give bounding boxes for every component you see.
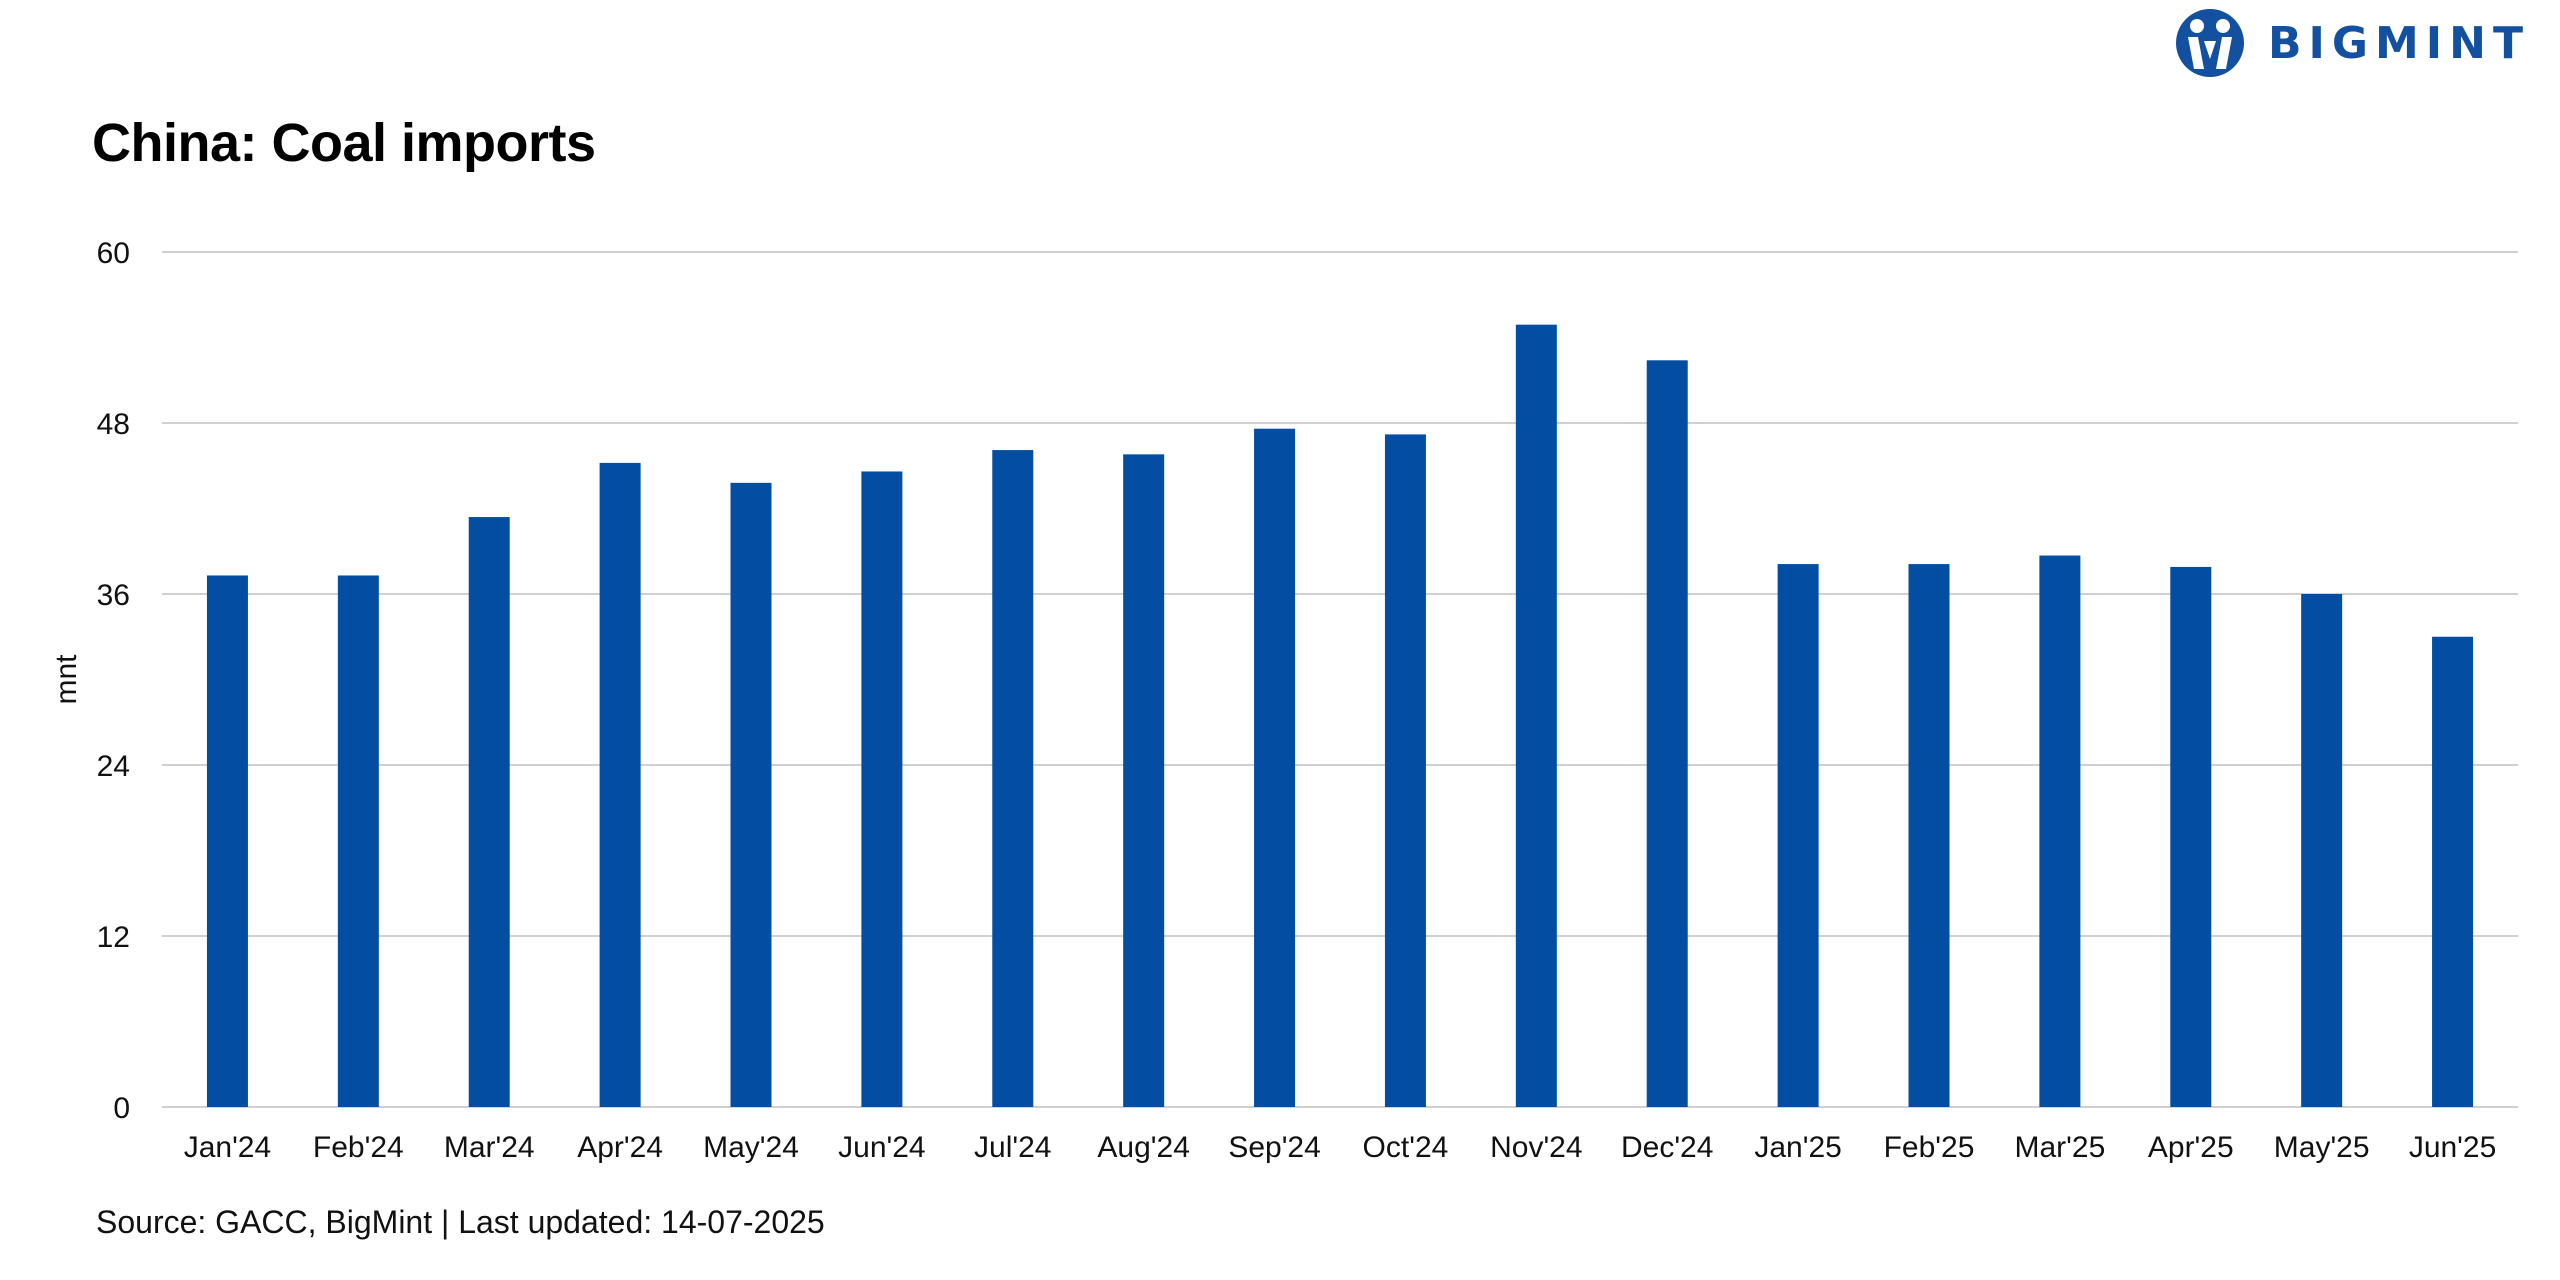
bigmint-logo: BIGMINT bbox=[2174, 6, 2530, 80]
bar bbox=[2432, 636, 2474, 1107]
x-tick-label: Dec'24 bbox=[1621, 1131, 1713, 1164]
x-tick-label: Feb'25 bbox=[1884, 1131, 1975, 1164]
bar bbox=[1254, 428, 1296, 1107]
y-tick-label: 24 bbox=[97, 750, 130, 783]
y-tick-label: 60 bbox=[97, 237, 130, 270]
bar bbox=[730, 482, 772, 1108]
x-tick-label: Sep'24 bbox=[1228, 1131, 1320, 1164]
x-tick-label: Mar'25 bbox=[2015, 1131, 2106, 1164]
bar bbox=[861, 471, 903, 1107]
x-tick-label: Jun'25 bbox=[2409, 1131, 2496, 1164]
x-tick-label: Oct'24 bbox=[1363, 1131, 1449, 1164]
x-tick-label: Jun'24 bbox=[838, 1131, 925, 1164]
bar bbox=[468, 517, 510, 1107]
x-tick-label: Jan'24 bbox=[184, 1131, 271, 1164]
y-tick-label: 12 bbox=[97, 921, 130, 954]
x-tick-label: Feb'24 bbox=[313, 1131, 404, 1164]
y-tick-label: 36 bbox=[97, 579, 130, 612]
chart-title: China: Coal imports bbox=[92, 113, 596, 173]
y-tick-label: 0 bbox=[113, 1092, 130, 1125]
bar bbox=[1777, 564, 1819, 1107]
bar bbox=[1515, 324, 1557, 1107]
bar bbox=[599, 462, 641, 1107]
x-tick-label: Apr'24 bbox=[577, 1131, 663, 1164]
bar bbox=[1646, 360, 1688, 1107]
bar bbox=[1384, 434, 1426, 1107]
bar bbox=[1908, 564, 1950, 1107]
bar bbox=[337, 575, 379, 1107]
y-tick-label: 48 bbox=[97, 408, 130, 441]
x-tick-label: Aug'24 bbox=[1097, 1131, 1189, 1164]
brand-name: BIGMINT bbox=[2267, 17, 2530, 69]
x-tick-label: Jul'24 bbox=[974, 1131, 1051, 1164]
y-axis-label: mnt bbox=[50, 654, 83, 705]
bar bbox=[2301, 594, 2343, 1107]
bar bbox=[992, 450, 1034, 1107]
x-tick-label: Mar'24 bbox=[444, 1131, 535, 1164]
x-tick-label: Apr'25 bbox=[2148, 1131, 2234, 1164]
x-tick-label: May'24 bbox=[703, 1131, 799, 1164]
bar bbox=[2039, 555, 2081, 1107]
bar bbox=[2170, 566, 2212, 1107]
x-tick-label: Jan'25 bbox=[1754, 1131, 1841, 1164]
bar bbox=[1123, 454, 1165, 1108]
bigmint-logo-icon bbox=[2175, 9, 2244, 77]
x-tick-label: Nov'24 bbox=[1490, 1131, 1582, 1164]
x-tick-label: May'25 bbox=[2274, 1131, 2370, 1164]
bar bbox=[206, 575, 248, 1107]
source-note: Source: GACC, BigMint | Last updated: 14… bbox=[96, 1204, 825, 1240]
